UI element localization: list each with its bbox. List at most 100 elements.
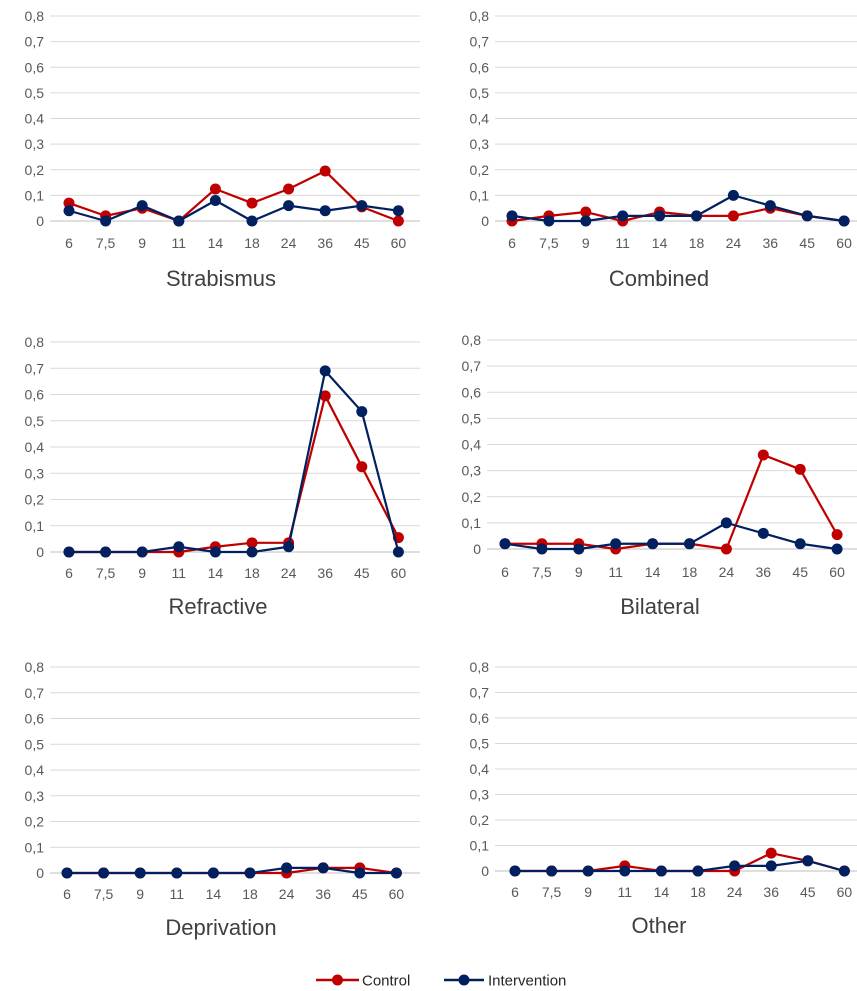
x-tick-label: 11	[615, 235, 630, 251]
y-tick-label: 0,8	[25, 8, 45, 24]
chart-panel-deprivation: 0 0,1 0,2 0,3 0,4 0,5 0,6 0,7 0,8 6 7,5 9 11 14 18 24 36…	[25, 659, 420, 940]
y-tick-label: 0,5	[25, 736, 45, 752]
series-line-intervention	[67, 866, 397, 875]
data-point-control	[283, 183, 295, 195]
y-tick-label: 0,8	[25, 659, 45, 675]
data-point-intervention	[134, 867, 146, 879]
y-tick-label: 0	[481, 863, 489, 879]
y-tick-label: 0	[481, 213, 489, 229]
data-point-intervention	[764, 200, 776, 212]
y-tick-label: 0,6	[470, 59, 490, 75]
legend-label-intervention: Intervention	[488, 973, 566, 990]
y-tick-label: 0,4	[25, 762, 45, 778]
chart-panel-other: 0 0,1 0,2 0,3 0,4 0,5 0,6 0,7 0,8 6 7,5 9 11 14 18 24 36…	[470, 659, 857, 938]
x-tick-label: 36	[315, 886, 331, 902]
x-tick-label: 7,5	[96, 565, 116, 581]
data-point-intervention	[209, 195, 221, 206]
y-tick-label: 0,6	[470, 710, 490, 726]
x-tick-label: 24	[727, 884, 743, 900]
data-point-intervention	[283, 200, 295, 212]
data-point-intervention	[619, 865, 631, 877]
data-point-intervention	[580, 215, 592, 227]
data-point-intervention	[207, 867, 219, 879]
y-tick-label: 0,2	[470, 812, 490, 828]
chart-title: Strabismus	[166, 266, 276, 291]
x-tick-label: 7,5	[539, 235, 559, 251]
x-tick-label: 60	[836, 235, 852, 251]
data-point-intervention	[536, 543, 548, 555]
chart-panel-bilateral: 0 0,1 0,2 0,3 0,4 0,5 0,6 0,7 0,8 6 7,5 9 11 14 18 24 36…	[462, 332, 857, 619]
y-tick-label: 0,3	[470, 787, 490, 803]
series-line-intervention	[68, 199, 399, 223]
data-point-intervention	[838, 865, 850, 877]
data-point-intervention	[617, 210, 629, 222]
x-tick-label: 11	[608, 564, 623, 580]
x-tick-label: 60	[829, 564, 845, 580]
y-tick-label: 0,3	[25, 788, 45, 804]
x-tick-label: 24	[719, 564, 735, 580]
data-point-intervention	[655, 865, 667, 877]
y-tick-label: 0,2	[25, 492, 45, 508]
data-point-intervention	[546, 865, 558, 877]
x-tick-label: 24	[281, 235, 297, 251]
data-point-control	[794, 463, 806, 475]
data-point-intervention	[390, 867, 402, 879]
data-point-control	[727, 210, 739, 222]
y-tick-label: 0,3	[25, 136, 45, 152]
chart-title: Refractive	[168, 594, 267, 619]
data-point-intervention	[246, 215, 258, 227]
x-tick-label: 9	[136, 886, 144, 902]
data-point-intervention	[209, 546, 221, 558]
chart-title: Bilateral	[620, 594, 699, 619]
data-point-intervention	[802, 855, 814, 867]
data-point-control	[720, 543, 732, 555]
y-tick-label: 0,7	[470, 34, 490, 50]
data-point-intervention	[63, 205, 75, 217]
x-tick-label: 9	[582, 235, 590, 251]
data-point-intervention	[136, 200, 148, 212]
chart-title: Deprivation	[165, 915, 276, 940]
x-tick-label: 36	[317, 235, 333, 251]
data-point-intervention	[647, 538, 659, 550]
series-line-control	[69, 394, 400, 554]
y-tick-label: 0,1	[25, 187, 45, 203]
y-tick-label: 0,3	[462, 463, 482, 479]
x-tick-label: 14	[652, 235, 668, 251]
x-tick-label: 24	[726, 235, 742, 251]
data-point-intervention	[283, 541, 295, 553]
x-tick-label: 45	[792, 564, 808, 580]
y-tick-label: 0,5	[25, 85, 45, 101]
data-point-control	[580, 206, 592, 218]
x-tick-label: 7,5	[96, 235, 116, 251]
x-tick-label: 60	[391, 565, 407, 581]
y-tick-label: 0,3	[470, 136, 490, 152]
data-point-intervention	[794, 538, 806, 550]
y-tick-label: 0,8	[25, 334, 45, 350]
x-tick-label: 60	[837, 884, 853, 900]
y-tick-label: 0	[36, 544, 44, 560]
data-point-intervention	[356, 200, 368, 212]
x-tick-label: 9	[138, 235, 146, 251]
data-point-intervention	[319, 205, 331, 217]
x-tick-label: 11	[172, 565, 187, 581]
data-point-intervention	[392, 546, 404, 558]
data-point-intervention	[727, 189, 739, 201]
legend: Control Intervention	[316, 973, 566, 990]
x-tick-label: 11	[170, 886, 185, 902]
y-tick-label: 0,5	[25, 413, 45, 429]
x-tick-label: 14	[206, 886, 222, 902]
data-point-intervention	[356, 406, 368, 418]
x-tick-label: 6	[501, 564, 509, 580]
data-point-intervention	[173, 215, 185, 227]
x-tick-label: 45	[354, 565, 370, 581]
data-point-intervention	[692, 865, 704, 877]
data-point-intervention	[506, 210, 518, 222]
x-tick-label: 18	[689, 235, 705, 251]
x-tick-label: 6	[508, 235, 516, 251]
y-tick-label: 0,4	[462, 437, 482, 453]
y-tick-label: 0,7	[25, 360, 45, 376]
x-tick-label: 18	[682, 564, 698, 580]
data-point-control	[246, 537, 258, 549]
data-point-intervention	[392, 205, 404, 217]
data-point-intervention	[757, 527, 769, 539]
